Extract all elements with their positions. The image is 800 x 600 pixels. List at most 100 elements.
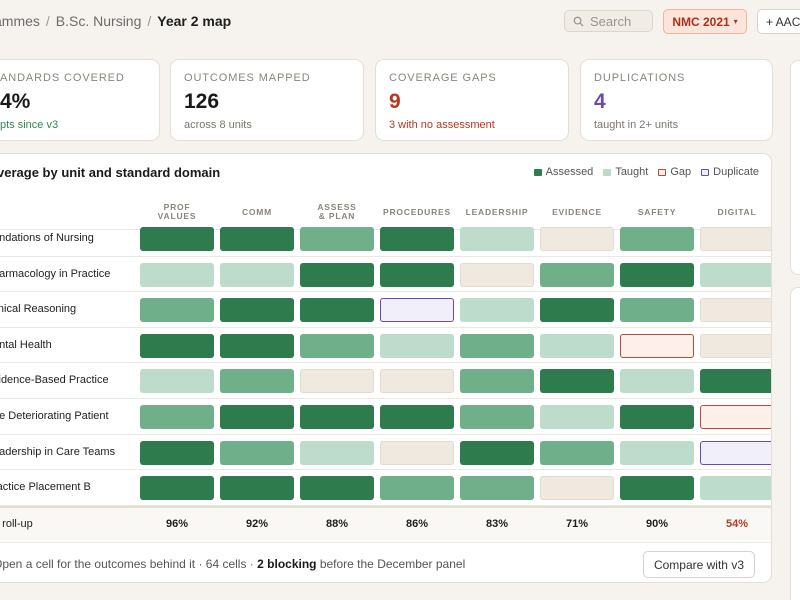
rollup-value: 83% — [485, 518, 509, 530]
unit-name: ractice Placement B — [0, 481, 91, 494]
rollup-value: 88% — [325, 518, 349, 530]
coverage-cell-assessed[interactable] — [220, 476, 294, 501]
coverage-cell-taught[interactable] — [700, 476, 771, 501]
legend-label: Assessed — [545, 166, 594, 178]
legend-swatch — [603, 168, 612, 176]
unit-name: undations of Nursing — [0, 232, 94, 244]
coverage-cell-mapped[interactable] — [460, 476, 534, 501]
coverage-cell-none[interactable] — [540, 227, 614, 251]
coverage-cell-mapped[interactable] — [540, 440, 614, 465]
coverage-cell-assessed[interactable] — [540, 298, 614, 323]
coverage-cell-assessed[interactable] — [220, 298, 294, 323]
coverage-cell-mapped[interactable] — [620, 298, 694, 323]
coverage-cell-assessed[interactable] — [300, 405, 374, 429]
coverage-cell-none[interactable] — [700, 333, 771, 358]
coverage-cell-taught[interactable] — [620, 440, 694, 465]
framework-select-value: NMC 2021 — [672, 14, 730, 29]
coverage-cell-assessed[interactable] — [140, 333, 214, 358]
coverage-cell-none[interactable] — [380, 440, 454, 465]
coverage-cell-taught[interactable] — [700, 262, 771, 287]
coverage-cell-mapped[interactable] — [380, 476, 454, 501]
stat-value: 9 — [389, 90, 401, 113]
coverage-cell-none[interactable] — [540, 476, 614, 501]
coverage-cell-taught[interactable] — [300, 440, 374, 465]
coverage-cell-none[interactable] — [700, 227, 771, 251]
coverage-cell-taught[interactable] — [380, 333, 454, 358]
legend-label: Duplicate — [713, 166, 759, 178]
coverage-cell-mapped[interactable] — [460, 369, 534, 394]
coverage-cell-taught[interactable] — [140, 262, 214, 287]
unit-name: ental Health — [0, 338, 52, 351]
column-header: SAFETY — [637, 206, 677, 217]
coverage-cell-taught[interactable] — [140, 369, 214, 394]
coverage-cell-assessed[interactable] — [460, 440, 534, 465]
coverage-cell-assessed[interactable] — [620, 476, 694, 501]
top-bar: ammes / B.Sc. Nursing / Year 2 map Searc… — [0, 0, 800, 44]
coverage-cell-assessed[interactable] — [620, 405, 694, 429]
coverage-cell-mapped[interactable] — [300, 333, 374, 358]
coverage-cell-assessed[interactable] — [300, 262, 374, 287]
column-header: PROCEDURES — [383, 206, 451, 217]
footer-text: Open a cell for the outcomes behind it ·… — [0, 557, 465, 571]
coverage-cell-none[interactable] — [460, 262, 534, 287]
coverage-cell-assessed[interactable] — [700, 369, 771, 394]
breadcrumb-item-programmes[interactable]: ammes — [0, 13, 40, 29]
coverage-cell-assessed[interactable] — [620, 262, 694, 287]
stat-label: COVERAGE GAPS — [389, 72, 497, 84]
coverage-cell-duplicate[interactable] — [700, 440, 771, 465]
unit-name: he Deteriorating Patient — [0, 410, 109, 422]
coverage-cell-mapped[interactable] — [300, 227, 374, 251]
stat-label: OUTCOMES MAPPED — [184, 72, 311, 84]
coverage-cell-none[interactable] — [300, 369, 374, 394]
coverage-cell-mapped[interactable] — [540, 262, 614, 287]
coverage-cell-assessed[interactable] — [140, 227, 214, 251]
coverage-cell-mapped[interactable] — [220, 440, 294, 465]
coverage-cell-mapped[interactable] — [620, 227, 694, 251]
rollup-value: 96% — [165, 518, 189, 530]
coverage-cell-taught[interactable] — [540, 405, 614, 429]
coverage-cell-assessed[interactable] — [220, 405, 294, 429]
legend-item-taught: Taught — [603, 166, 648, 178]
legend: Assessed Taught Gap Duplicate — [533, 166, 759, 178]
coverage-cell-assessed[interactable] — [380, 227, 454, 251]
coverage-cell-gap[interactable] — [700, 405, 771, 429]
search-input[interactable]: Search — [564, 10, 653, 32]
coverage-cell-none[interactable] — [380, 369, 454, 394]
coverage-cell-assessed[interactable] — [140, 476, 214, 501]
breadcrumb-current: Year 2 map — [157, 13, 232, 29]
compare-button[interactable]: Compare with v3 — [642, 551, 755, 578]
coverage-cell-none[interactable] — [700, 298, 771, 323]
coverage-cell-taught[interactable] — [460, 227, 534, 251]
coverage-cell-assessed[interactable] — [300, 298, 374, 323]
stat-card-duplications: DUPLICATIONS 4 taught in 2+ units — [580, 59, 773, 141]
coverage-cell-mapped[interactable] — [220, 369, 294, 394]
stat-sub: across 8 units — [184, 119, 252, 131]
unit-name: linical Reasoning — [0, 303, 77, 316]
coverage-cell-assessed[interactable] — [140, 440, 214, 465]
add-button[interactable]: + AAC — [757, 9, 800, 34]
coverage-cell-taught[interactable] — [460, 298, 534, 323]
coverage-cell-assessed[interactable] — [380, 262, 454, 287]
coverage-cell-assessed[interactable] — [220, 227, 294, 251]
coverage-cell-mapped[interactable] — [140, 298, 214, 323]
breadcrumb-item-program[interactable]: B.Sc. Nursing — [55, 13, 142, 29]
stat-sub: 3 with no assessment — [389, 119, 495, 131]
stat-sub: pts since v3 — [0, 119, 59, 131]
coverage-cell-taught[interactable] — [540, 333, 614, 358]
coverage-cell-assessed[interactable] — [380, 405, 454, 429]
coverage-cell-gap[interactable] — [620, 333, 694, 358]
framework-select[interactable]: NMC 2021 ▾ — [663, 9, 747, 34]
panel-footer: Open a cell for the outcomes behind it ·… — [0, 542, 771, 582]
coverage-cell-taught[interactable] — [220, 262, 294, 287]
coverage-panel: verage by unit and standard domain Asses… — [0, 153, 772, 583]
coverage-cell-mapped[interactable] — [460, 333, 534, 358]
coverage-cell-duplicate[interactable] — [380, 298, 454, 323]
coverage-cell-taught[interactable] — [620, 369, 694, 394]
legend-swatch — [701, 168, 710, 176]
coverage-cell-assessed[interactable] — [540, 369, 614, 394]
coverage-cell-assessed[interactable] — [220, 333, 294, 358]
coverage-cell-mapped[interactable] — [460, 405, 534, 429]
coverage-cell-assessed[interactable] — [300, 476, 374, 501]
rollup-label: 2 roll-up — [0, 518, 33, 530]
coverage-cell-mapped[interactable] — [140, 405, 214, 429]
